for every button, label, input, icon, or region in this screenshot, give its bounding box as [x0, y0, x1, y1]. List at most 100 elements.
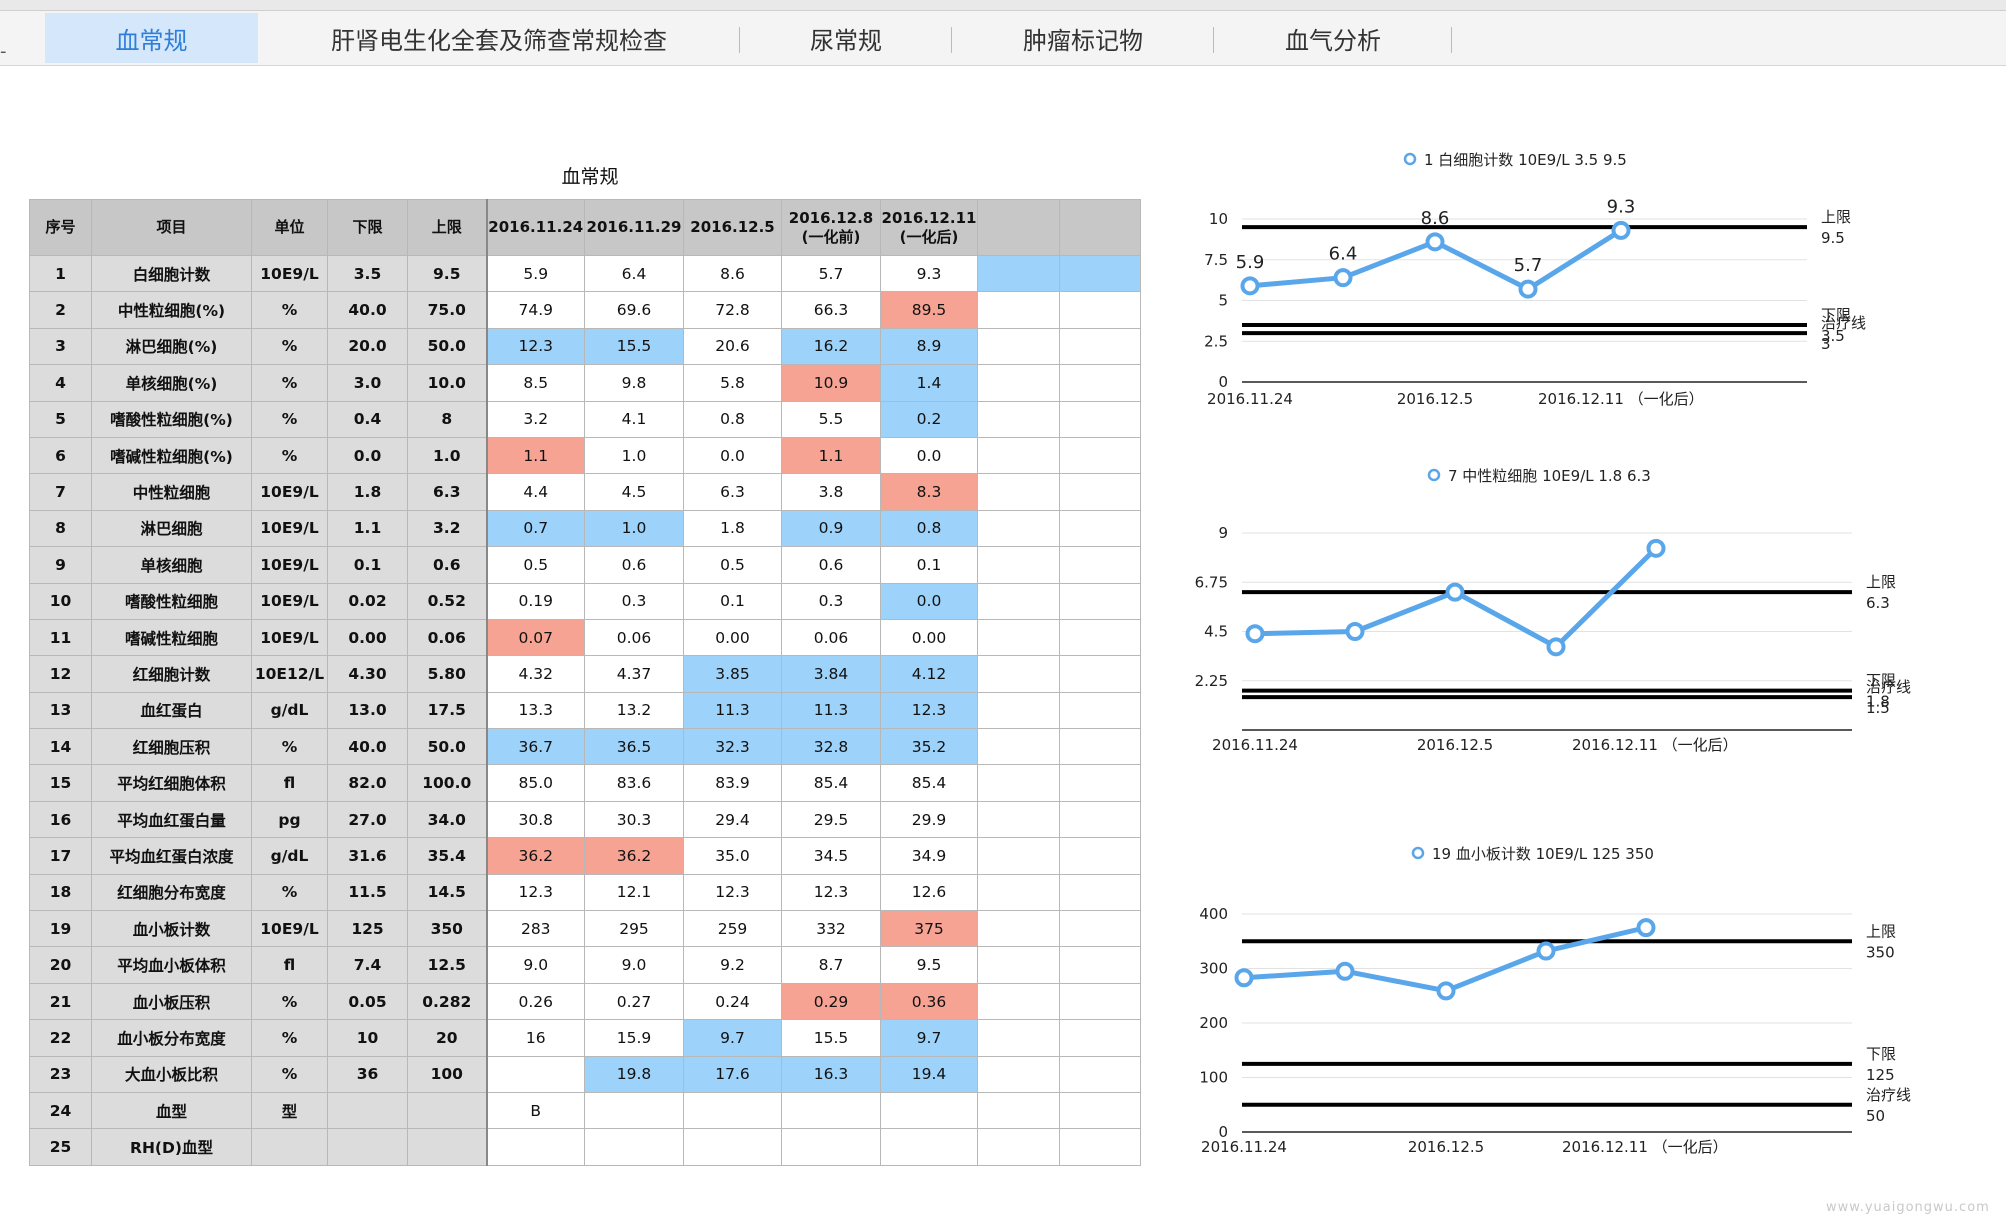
value-cell[interactable]: 10.9: [781, 364, 881, 402]
data-point[interactable]: [1536, 941, 1556, 961]
value-cell[interactable]: 0.6: [584, 546, 684, 584]
value-cell[interactable]: 8.9: [880, 327, 978, 366]
value-cell[interactable]: 1.1: [781, 436, 881, 475]
value-cell[interactable]: 35.2: [880, 728, 978, 766]
tab-liver-kidney[interactable]: 肝肾电生化全套及筛查常规检查: [258, 13, 740, 63]
value-cell[interactable]: [977, 546, 1060, 584]
tab-blood-routine[interactable]: 血常规: [45, 13, 258, 63]
value-cell[interactable]: [1059, 1091, 1141, 1130]
value-cell[interactable]: 66.3: [781, 291, 881, 329]
value-cell[interactable]: 9.7: [880, 1019, 978, 1057]
value-cell[interactable]: 8.5: [486, 364, 585, 402]
value-cell[interactable]: [1059, 1019, 1141, 1057]
value-cell[interactable]: 12.3: [683, 873, 782, 912]
value-cell[interactable]: 375: [880, 910, 978, 948]
value-cell[interactable]: 32.3: [683, 728, 782, 766]
value-cell[interactable]: [1059, 1128, 1141, 1166]
data-point[interactable]: [1518, 279, 1538, 299]
value-cell[interactable]: 34.5: [781, 837, 881, 875]
value-cell[interactable]: [1059, 400, 1141, 438]
value-cell[interactable]: 0.6: [781, 546, 881, 584]
data-point[interactable]: [1436, 981, 1456, 1001]
value-cell[interactable]: 12.6: [880, 873, 978, 912]
value-cell[interactable]: 259: [683, 910, 782, 948]
value-cell[interactable]: 5.9: [486, 254, 585, 293]
value-cell[interactable]: 85.0: [486, 764, 585, 802]
value-cell[interactable]: [1059, 837, 1141, 875]
value-cell[interactable]: [977, 1091, 1060, 1130]
value-cell[interactable]: 9.8: [584, 364, 684, 402]
value-cell[interactable]: 9.3: [880, 254, 978, 293]
value-cell[interactable]: [781, 1091, 881, 1130]
value-cell[interactable]: 1.1: [486, 436, 585, 475]
value-cell[interactable]: 1.8: [683, 509, 782, 548]
value-cell[interactable]: B: [486, 1091, 585, 1130]
value-cell[interactable]: 0.29: [781, 982, 881, 1021]
data-point[interactable]: [1636, 918, 1656, 938]
value-cell[interactable]: [977, 327, 1060, 366]
value-cell[interactable]: 16: [486, 1019, 585, 1057]
value-cell[interactable]: 16.2: [781, 327, 881, 366]
value-cell[interactable]: 30.8: [486, 800, 585, 839]
value-cell[interactable]: 30.3: [584, 800, 684, 839]
value-cell[interactable]: 332: [781, 910, 881, 948]
value-cell[interactable]: 0.00: [880, 618, 978, 657]
value-cell[interactable]: 0.06: [781, 618, 881, 657]
value-cell[interactable]: 6.4: [584, 254, 684, 293]
value-cell[interactable]: 9.0: [486, 946, 585, 984]
value-cell[interactable]: 0.1: [683, 582, 782, 620]
value-cell[interactable]: [1059, 618, 1141, 657]
value-cell[interactable]: 0.06: [584, 618, 684, 657]
value-cell[interactable]: [977, 982, 1060, 1021]
value-cell[interactable]: 0.2: [880, 400, 978, 438]
value-cell[interactable]: 19.4: [880, 1055, 978, 1093]
value-cell[interactable]: [1059, 327, 1141, 366]
value-cell[interactable]: [683, 1128, 782, 1166]
value-cell[interactable]: 1.4: [880, 364, 978, 402]
value-cell[interactable]: 8.6: [683, 254, 782, 293]
value-cell[interactable]: 13.2: [584, 691, 684, 730]
value-cell[interactable]: 0.3: [584, 582, 684, 620]
value-cell[interactable]: 35.0: [683, 837, 782, 875]
value-cell[interactable]: [683, 1091, 782, 1130]
value-cell[interactable]: 0.19: [486, 582, 585, 620]
value-cell[interactable]: [977, 873, 1060, 912]
value-cell[interactable]: 29.5: [781, 800, 881, 839]
value-cell[interactable]: 3.2: [486, 400, 585, 438]
value-cell[interactable]: 29.9: [880, 800, 978, 839]
value-cell[interactable]: 4.12: [880, 655, 978, 693]
value-cell[interactable]: 89.5: [880, 291, 978, 329]
tab-tumor-markers[interactable]: 肿瘤标记物: [952, 13, 1214, 63]
data-point[interactable]: [1345, 622, 1365, 641]
value-cell[interactable]: 83.6: [584, 764, 684, 802]
value-cell[interactable]: [977, 1019, 1060, 1057]
value-cell[interactable]: 6.3: [683, 473, 782, 511]
value-cell[interactable]: 0.0: [683, 436, 782, 475]
value-cell[interactable]: [1059, 655, 1141, 693]
value-cell[interactable]: [1059, 291, 1141, 329]
value-cell[interactable]: [880, 1128, 978, 1166]
value-cell[interactable]: [977, 800, 1060, 839]
value-cell[interactable]: 15.9: [584, 1019, 684, 1057]
value-cell[interactable]: 8.3: [880, 473, 978, 511]
value-cell[interactable]: 0.1: [880, 546, 978, 584]
value-cell[interactable]: [977, 254, 1060, 293]
value-cell[interactable]: [1059, 254, 1141, 293]
value-cell[interactable]: 0.36: [880, 982, 978, 1021]
value-cell[interactable]: 16.3: [781, 1055, 881, 1093]
value-cell[interactable]: 15.5: [781, 1019, 881, 1057]
value-cell[interactable]: [1059, 982, 1141, 1021]
value-cell[interactable]: 34.9: [880, 837, 978, 875]
value-cell[interactable]: 9.5: [880, 946, 978, 984]
value-cell[interactable]: [977, 764, 1060, 802]
value-cell[interactable]: [977, 364, 1060, 402]
value-cell[interactable]: 0.0: [880, 582, 978, 620]
value-cell[interactable]: 36.5: [584, 728, 684, 766]
value-cell[interactable]: [977, 691, 1060, 730]
value-cell[interactable]: 3.8: [781, 473, 881, 511]
value-cell[interactable]: 0.3: [781, 582, 881, 620]
value-cell[interactable]: [977, 837, 1060, 875]
value-cell[interactable]: 12.3: [486, 873, 585, 912]
value-cell[interactable]: 3.84: [781, 655, 881, 693]
value-cell[interactable]: 0.8: [683, 400, 782, 438]
